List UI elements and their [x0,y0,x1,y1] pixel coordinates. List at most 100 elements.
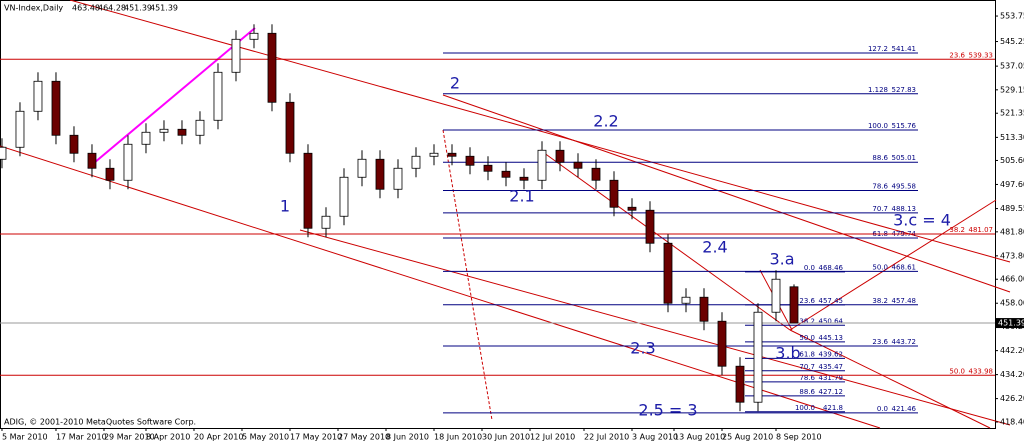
fib-price: 505.01 [892,154,917,162]
wave-label: 2.4 [702,238,727,257]
current-price-box [996,318,1024,329]
y-tick-label: 505.60 [1000,156,1024,165]
candle-body [33,80,43,112]
x-tick-label: 20 Apr 2010 [194,433,243,442]
fib-ratio: 88.6 [799,388,815,396]
fib-ratio: 23.6 [799,297,815,305]
x-tick-label: 13 Aug 2010 [674,433,725,442]
wave-label: 3.a [769,250,794,269]
x-tick-label: 17 Mar 2010 [56,433,107,442]
wave-label: 3.b [775,344,800,363]
candle-body [627,206,637,211]
fib-ratio: 0.0 [804,264,815,272]
header-value: 463.48 [72,4,100,13]
candle-body [267,32,277,103]
copyright: ADIG, © 2001-2010 MetaQuotes Software Co… [4,418,196,427]
wave-label: 3.c = 4 [893,211,951,230]
candle-body [249,32,259,40]
candle-body [141,131,151,145]
candle-body [501,170,511,178]
candle-body [321,215,331,229]
fib-ratio: 38.2 [799,317,815,325]
wave-label: 2.2 [593,112,618,131]
x-tick-label: 29 Mar 2010 [104,433,155,442]
fib-price: 433.98 [969,367,994,375]
wave-label: 2.3 [630,339,655,358]
fib-ratio: 0.0 [877,405,888,413]
fib-ratio: 70.7 [799,363,815,371]
candle-body [789,286,799,324]
x-tick-label: 22 Jul 2010 [584,433,629,442]
candle-body [69,134,79,154]
candle-body [357,158,367,178]
y-tick-label: 489.55 [1000,204,1024,213]
y-tick-label: 481.80 [1000,227,1024,236]
fib-ratio: 50.0 [799,334,815,342]
candle-body [519,176,529,181]
y-tick-label: 458.00 [1000,299,1024,308]
candle-body [0,146,7,160]
candle-body [159,128,169,133]
fib-price: 421.8 [823,404,843,412]
fib-price: 539.33 [969,51,994,59]
fib-price: 457.48 [892,297,917,305]
candle-body [753,311,763,403]
candle-body [465,155,475,166]
trend-lines [0,0,1011,429]
x-tick-label: 30 Jun 2010 [482,433,530,442]
candle-body [285,101,295,154]
candle-body [483,164,493,172]
candle-body [663,242,673,304]
x-tick-label: 25 Aug 2010 [722,433,773,442]
candle-body [15,110,25,148]
x-tick-label: 8 Jun 2010 [386,433,429,442]
fib-ratio: 127.2 [868,45,888,53]
fib-ratio: 78.6 [872,183,888,191]
x-tick-label: 8 Sep 2010 [776,433,822,442]
candle-body [699,296,709,322]
fib-price: 468.46 [819,264,844,272]
candle-body [231,38,241,73]
fib-ratio: 23.6 [872,338,888,346]
fib-ratio: 88.6 [872,154,888,162]
fib-price: 431.79 [819,374,844,382]
fib-price: 515.76 [892,122,917,130]
fib-price: 439.62 [819,350,844,358]
candle-body [573,161,583,169]
wave-label: 2.1 [509,187,534,206]
candle-body [447,152,457,157]
candle-body [411,155,421,169]
fib-price: 541.41 [892,45,917,53]
chart-title: VN-Index,Daily [4,4,63,13]
fib-ratio: 50.0 [872,263,888,271]
candle-body [771,278,781,313]
y-tick-label: 553.75 [1000,12,1024,21]
y-tick-label: 434.20 [1000,370,1024,379]
candle-body [87,152,97,169]
candle-body [645,209,655,244]
fib-price: 421.46 [892,405,917,413]
fib-price: 481.07 [969,226,994,234]
fib-price: 468.61 [892,263,917,271]
fib-price: 443.72 [892,338,917,346]
fib-price: 427.12 [819,388,844,396]
x-tick-label: 18 Jun 2010 [434,433,482,442]
fib-ratio: 100.0 [868,122,888,130]
candle-body [195,119,205,136]
header-value: 464.28 [98,4,126,13]
fib-price: 488.13 [892,205,917,213]
y-tick-label: 418.40 [1000,418,1024,427]
candle-body [213,71,223,121]
x-tick-label: 3 Aug 2010 [632,433,678,442]
candle-body [177,128,187,136]
fib-ratio: 23.6 [949,51,965,59]
candle-body [555,149,565,163]
candle-body [591,167,601,181]
x-tick-label: 27 May 2010 [338,433,390,442]
candle-body [429,152,439,157]
y-tick-label: 466.00 [1000,275,1024,284]
candle-body [537,149,547,181]
x-tick-label: 12 Jul 2010 [530,433,575,442]
wave-label: 1 [280,197,290,216]
